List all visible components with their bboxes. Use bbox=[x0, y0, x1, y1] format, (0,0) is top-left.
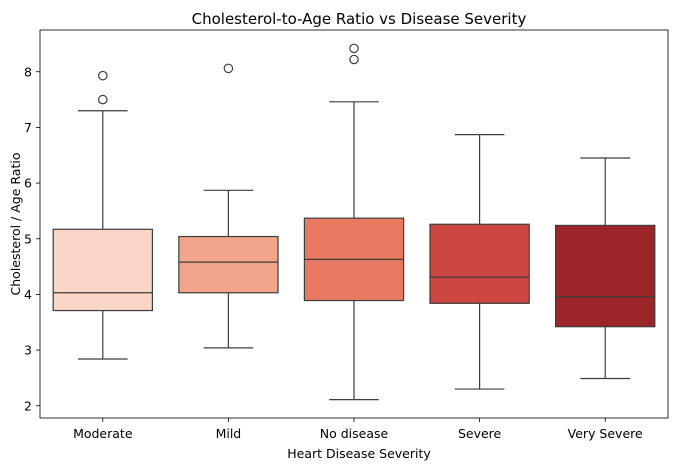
box-mild bbox=[178, 235, 279, 294]
x-tick-label: Moderate bbox=[73, 426, 133, 441]
box-group-no-disease bbox=[303, 43, 405, 401]
outlier-point bbox=[223, 63, 234, 74]
box-group-very-severe bbox=[554, 157, 656, 380]
y-tick-label: 6 bbox=[24, 176, 32, 191]
x-tick-label: No disease bbox=[320, 426, 389, 441]
y-tick-label: 2 bbox=[24, 398, 32, 413]
box-moderate bbox=[52, 228, 154, 312]
y-tick-label: 8 bbox=[24, 64, 32, 79]
y-axis-label: Cholesterol / Age Ratio bbox=[8, 153, 23, 296]
plot-area bbox=[52, 43, 656, 401]
box-group-mild bbox=[178, 63, 279, 349]
outlier-point bbox=[98, 70, 108, 81]
x-axis-label: Heart Disease Severity bbox=[287, 446, 431, 461]
box-very-severe bbox=[554, 224, 656, 328]
x-tick-label: Very Severe bbox=[568, 426, 643, 441]
chart-title: Cholesterol-to-Age Ratio vs Disease Seve… bbox=[192, 10, 527, 28]
y-tick-label: 4 bbox=[24, 287, 32, 302]
y-tick-label: 5 bbox=[24, 231, 32, 246]
outlier-point bbox=[349, 54, 359, 65]
box-group-moderate bbox=[52, 70, 154, 360]
y-tick-label: 3 bbox=[24, 343, 32, 358]
x-tick-label: Mild bbox=[216, 426, 242, 441]
box-severe bbox=[429, 223, 530, 304]
axes: Moderate Mild No disease Severe Very Severe 2… bbox=[24, 64, 643, 441]
box-group-severe bbox=[429, 134, 530, 390]
outlier-point bbox=[98, 94, 108, 105]
y-tick-label: 7 bbox=[24, 120, 32, 135]
x-tick-label: Severe bbox=[458, 426, 502, 441]
outlier-point bbox=[349, 43, 359, 54]
